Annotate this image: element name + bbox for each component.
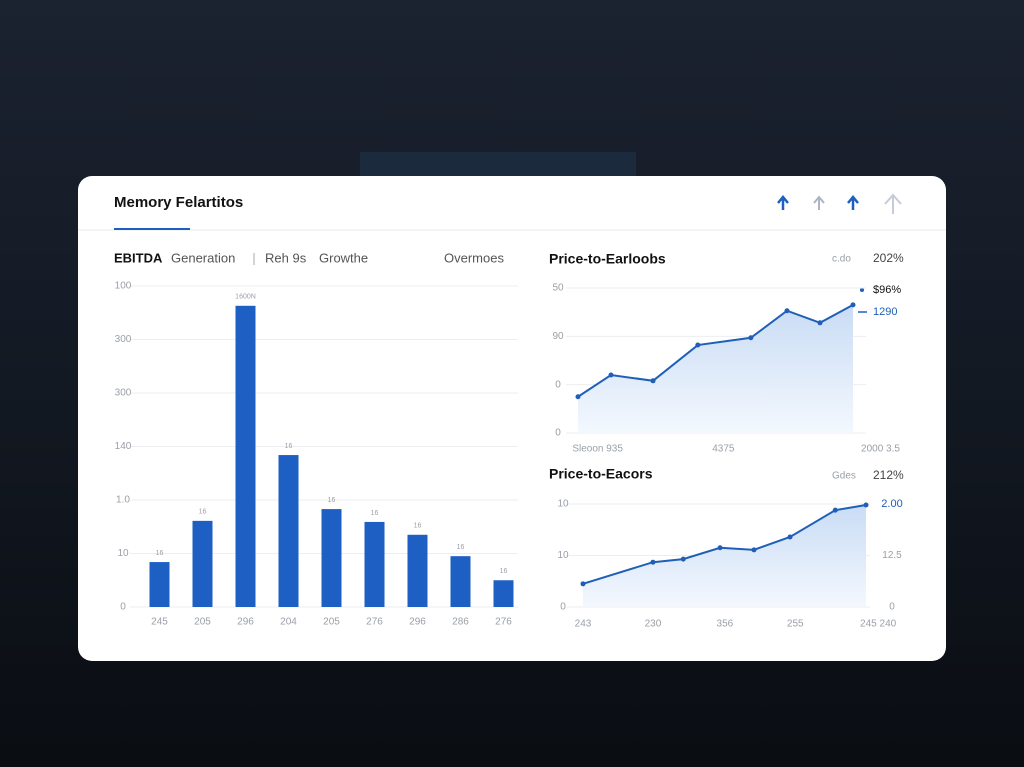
x-tick-label: 286 bbox=[452, 617, 469, 628]
bar bbox=[321, 509, 342, 607]
tab[interactable]: Overmoes bbox=[444, 250, 504, 265]
arrow-icon[interactable] bbox=[847, 195, 859, 210]
y-tick-label: 300 bbox=[115, 334, 132, 345]
x-tick-label: 243 bbox=[575, 619, 592, 630]
point bbox=[608, 372, 614, 378]
bar-annotation: 16 bbox=[285, 443, 293, 450]
x-tick-label: 255 bbox=[787, 619, 804, 630]
bar-annotation: 16 bbox=[500, 568, 508, 575]
chart-title: Price-to-Earloobs bbox=[549, 251, 666, 267]
right-tick-label: 12.5 bbox=[882, 550, 902, 561]
point bbox=[695, 342, 701, 348]
bar-annotation: 16 bbox=[457, 544, 465, 551]
y-tick-label: 10 bbox=[557, 499, 569, 510]
point bbox=[650, 378, 656, 384]
x-tick-label: 276 bbox=[495, 617, 512, 628]
x-tick-label: 2000 3.5 bbox=[861, 444, 900, 455]
side-label: c.do bbox=[832, 254, 851, 265]
x-tick-label: 296 bbox=[409, 617, 426, 628]
point bbox=[650, 559, 656, 565]
right-tick-label: 2.00 bbox=[881, 498, 902, 510]
x-tick-label: 204 bbox=[280, 617, 297, 628]
arrow-icon[interactable] bbox=[884, 193, 902, 214]
point bbox=[850, 302, 856, 308]
bar bbox=[364, 521, 385, 607]
tab[interactable]: Generation bbox=[171, 250, 235, 265]
bar-annotation: 16 bbox=[371, 510, 379, 517]
side-label: Gdes bbox=[832, 471, 856, 482]
line bbox=[577, 304, 854, 398]
icons bbox=[777, 193, 902, 214]
point bbox=[832, 507, 838, 513]
y-tick-label: 0 bbox=[560, 602, 566, 613]
bar-annotation: 16 bbox=[414, 523, 422, 530]
chart-title: Price-to-Eacors bbox=[549, 466, 653, 482]
bar bbox=[450, 556, 471, 607]
tab[interactable]: Reh 9s bbox=[265, 250, 307, 265]
area bbox=[583, 505, 866, 607]
bar-annotation: 16 bbox=[199, 509, 207, 516]
x-tick-label: 205 bbox=[194, 617, 211, 628]
right-tick-label: 0 bbox=[889, 602, 895, 613]
y-tick-label: 0 bbox=[120, 602, 126, 613]
x-tick-label: 4375 bbox=[712, 444, 735, 455]
line bbox=[582, 504, 867, 585]
bar bbox=[235, 305, 256, 607]
y-tick-label: 1.0 bbox=[116, 495, 130, 506]
point bbox=[787, 534, 793, 540]
point bbox=[784, 308, 790, 314]
point bbox=[817, 320, 823, 326]
title: Memory Felartitos bbox=[114, 194, 243, 211]
y-tick-label: 100 bbox=[115, 281, 132, 292]
x-tick-label: 356 bbox=[717, 619, 734, 630]
y-tick-label: 90 bbox=[552, 331, 564, 342]
x-tick-label: Sleoon 935 bbox=[572, 444, 623, 455]
point bbox=[680, 556, 686, 562]
y-tick-label: 10 bbox=[557, 550, 569, 561]
y-tick-label: 0 bbox=[555, 428, 561, 439]
side-label: 212% bbox=[873, 468, 904, 482]
y-tick-label: 300 bbox=[115, 388, 132, 399]
y-tick-label: 140 bbox=[115, 441, 132, 452]
bar-annotation: 1600N bbox=[235, 294, 256, 301]
point bbox=[751, 547, 757, 553]
x-tick-label: 276 bbox=[366, 617, 383, 628]
side-label: 202% bbox=[873, 251, 904, 265]
bar bbox=[493, 580, 514, 607]
bar bbox=[407, 534, 428, 607]
x-tick-label: 245 bbox=[151, 617, 168, 628]
point bbox=[580, 581, 586, 587]
end-label: $96% bbox=[873, 284, 901, 296]
x-tick-label: 296 bbox=[237, 617, 254, 628]
y-tick-label: 0 bbox=[555, 379, 561, 390]
x-tick-label: 205 bbox=[323, 617, 340, 628]
arrow-icon[interactable] bbox=[813, 195, 825, 210]
tab[interactable]: Growthe bbox=[319, 250, 368, 265]
x-tick-label: 245 240 bbox=[860, 619, 897, 630]
x-tick-label: 230 bbox=[645, 619, 662, 630]
bar bbox=[278, 455, 299, 607]
point bbox=[575, 394, 581, 400]
point bbox=[717, 545, 723, 551]
point bbox=[748, 335, 754, 341]
bar bbox=[192, 520, 213, 607]
tab[interactable]: EBITDA bbox=[114, 250, 163, 265]
y-tick-label: 50 bbox=[552, 283, 564, 294]
bar bbox=[149, 562, 170, 607]
point bbox=[863, 502, 869, 508]
y-tick-label: 10 bbox=[117, 548, 129, 559]
end-label: 1290 bbox=[873, 306, 897, 318]
bar-annotation: 16 bbox=[328, 497, 336, 504]
bar-annotation: 16 bbox=[156, 550, 164, 557]
legend-dot bbox=[860, 288, 864, 292]
arrow-icon[interactable] bbox=[777, 195, 789, 210]
area bbox=[578, 304, 853, 433]
